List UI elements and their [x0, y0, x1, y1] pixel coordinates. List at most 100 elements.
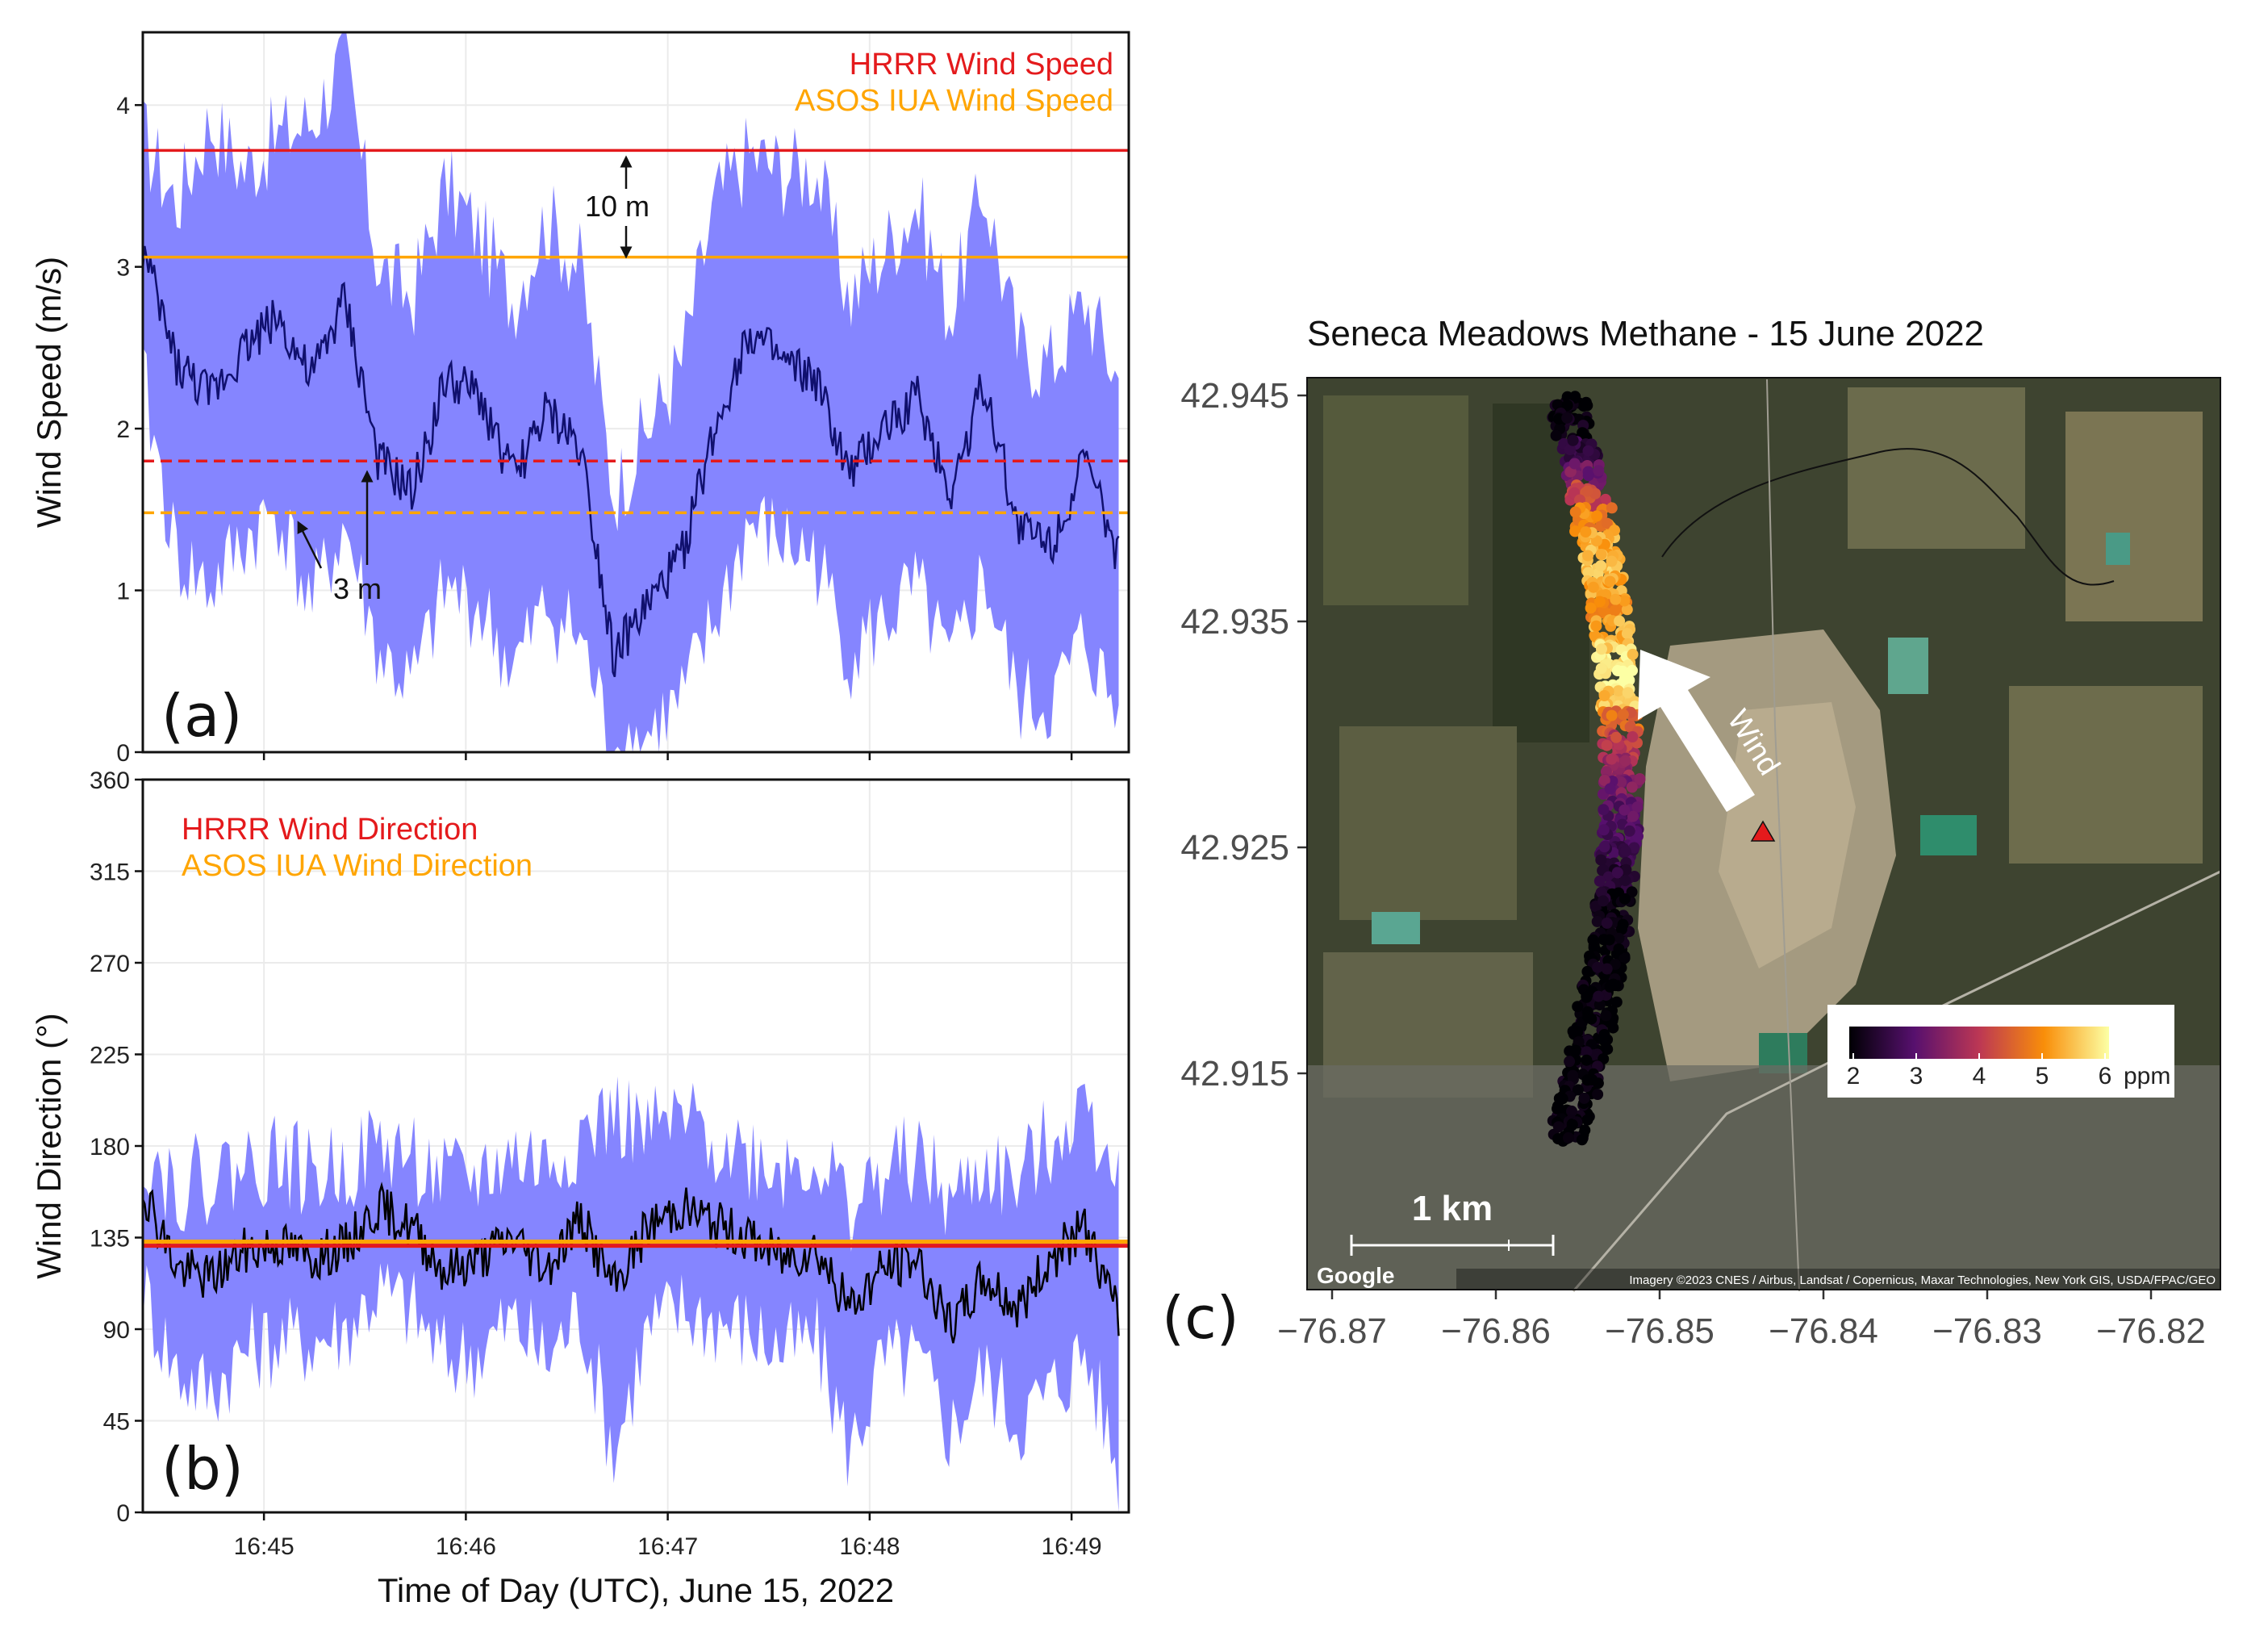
pond	[1920, 815, 1977, 855]
methane-point	[1569, 525, 1581, 537]
colorbar-tick-label: 3	[1910, 1063, 1923, 1089]
methane-point	[1598, 824, 1610, 836]
methane-point	[1598, 1029, 1610, 1040]
y-tick-label: 90	[103, 1317, 130, 1344]
methane-point	[1573, 1036, 1585, 1048]
methane-point	[1598, 690, 1610, 701]
methane-point	[1626, 886, 1638, 898]
methane-point	[1620, 864, 1632, 876]
panel-a-frame	[141, 31, 1130, 754]
methane-point	[1581, 965, 1593, 977]
methane-point	[1611, 867, 1623, 879]
landfill-inner	[1719, 702, 1856, 968]
methane-point	[1582, 550, 1593, 562]
methane-point	[1601, 917, 1613, 929]
methane-point	[1604, 575, 1616, 588]
methane-point	[1603, 934, 1615, 946]
methane-point	[1567, 1026, 1579, 1037]
x-tick-label: 16:47	[637, 1533, 698, 1560]
y-tick-label: 3	[116, 255, 130, 282]
methane-point	[1601, 739, 1613, 751]
methane-point	[1578, 1092, 1590, 1104]
methane-point	[1619, 952, 1631, 964]
scale-bar: 1 km	[1350, 1189, 1555, 1256]
methane-point	[1619, 845, 1631, 857]
arrow-3m-left	[297, 521, 323, 569]
legend-asos-direction: ASOS IUA Wind Direction	[182, 849, 533, 883]
methane-point	[1626, 781, 1638, 793]
methane-point	[1566, 1119, 1578, 1131]
x-tick-label: −76.86	[1441, 1311, 1551, 1351]
panel-b-reference-lines	[143, 1240, 1129, 1248]
methane-point	[1590, 535, 1602, 547]
x-tick-label: −76.84	[1769, 1311, 1878, 1351]
panel-a-mean	[141, 245, 1120, 678]
methane-point	[1599, 493, 1611, 505]
methane-point	[1553, 1093, 1565, 1105]
methane-point	[1598, 841, 1610, 853]
methane-point	[1561, 399, 1573, 412]
methane-point	[1581, 1114, 1593, 1126]
methane-point	[1609, 604, 1621, 617]
methane-point	[1581, 1074, 1593, 1086]
scale-bar-label: 1 km	[1412, 1189, 1493, 1228]
y-tick-label: 42.935	[1180, 602, 1289, 642]
methane-point	[1606, 709, 1618, 721]
colorbar-tick-label: 5	[2036, 1063, 2049, 1089]
methane-point	[1595, 560, 1606, 572]
methane-point	[1593, 999, 1606, 1011]
panel-c: Seneca Meadows Methane - 15 June 2022	[1162, 314, 2221, 1352]
methane-point	[1581, 991, 1593, 1003]
methane-point	[1600, 1010, 1612, 1022]
map-field	[2009, 686, 2203, 864]
methane-point	[1621, 671, 1633, 684]
y-tick-label: 45	[103, 1409, 130, 1436]
x-tick-label: −76.85	[1605, 1311, 1715, 1351]
y-tick-label: 225	[90, 1043, 130, 1069]
wind-arrow-shape	[1638, 650, 1755, 812]
panel-c-label: (c)	[1162, 1284, 1239, 1352]
methane-point	[1607, 978, 1619, 990]
x-tick-label: −76.82	[2096, 1311, 2206, 1351]
methane-point	[1582, 1011, 1594, 1023]
methane-point	[1566, 1105, 1577, 1117]
panel-c-y-ticks: 42.945 42.935 42.925 42.915	[1180, 376, 1307, 1094]
methane-point	[1595, 886, 1607, 898]
methane-point	[1602, 1043, 1614, 1056]
methane-point	[1591, 915, 1603, 927]
colorbar: 2 3 4 5 6 ppm	[1827, 1005, 2174, 1098]
methane-point	[1580, 396, 1592, 408]
x-tick-label: 16:49	[1042, 1533, 1102, 1560]
panel-c-frame	[1306, 377, 2221, 1290]
methane-point	[1564, 444, 1576, 456]
panel-a-ylabel: Wind Speed (m/s)	[30, 257, 68, 528]
methane-point	[1564, 1056, 1576, 1068]
panel-b-ylabel: Wind Direction (°)	[30, 1013, 68, 1279]
panel-a: 0 1 2 3 4 Wind Speed (m/s) (a) HRRR Wind Spe…	[30, 31, 1130, 767]
methane-point	[1572, 1001, 1584, 1013]
panel-a-label: (a)	[161, 682, 242, 750]
y-tick-label: 42.915	[1180, 1054, 1289, 1094]
methane-point	[1590, 620, 1602, 632]
methane-point	[1619, 755, 1631, 767]
methane-point	[1582, 445, 1594, 457]
x-tick-label: 16:48	[839, 1533, 900, 1560]
methane-point	[1632, 830, 1644, 843]
methane-point	[1601, 963, 1613, 975]
methane-point	[1613, 932, 1625, 944]
y-tick-label: 135	[90, 1226, 130, 1253]
methane-point	[1593, 596, 1606, 608]
methane-point	[1591, 510, 1603, 522]
methane-point	[1601, 517, 1613, 529]
methane-point	[1567, 1069, 1579, 1081]
methane-point	[1610, 731, 1623, 743]
methane-point	[1631, 801, 1644, 813]
annotation-3m: 3 m	[333, 572, 382, 605]
panel-a-reference-lines	[143, 148, 1129, 515]
methane-point	[1621, 628, 1633, 640]
y-tick-label: 4	[116, 93, 130, 119]
map-field	[1848, 387, 2025, 549]
x-tick-label: −76.83	[1932, 1311, 2042, 1351]
